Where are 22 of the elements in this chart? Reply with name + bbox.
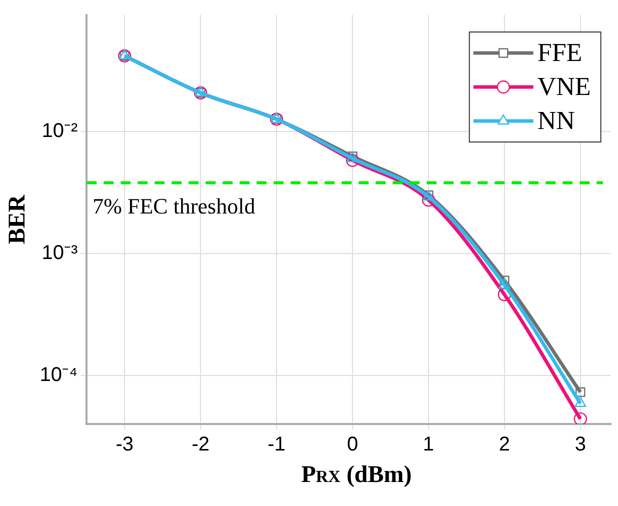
y-axis-title: BER	[4, 194, 31, 244]
x-tick-label: -1	[268, 434, 286, 456]
legend-label: FFE	[537, 38, 582, 67]
point	[498, 278, 510, 289]
point	[500, 276, 510, 286]
x-tick-label: -2	[192, 434, 210, 456]
point	[576, 387, 586, 397]
x-tick-label: 3	[574, 434, 586, 456]
legend-label: VNE	[537, 72, 591, 101]
ref-line-label: 7% FEC threshold	[92, 193, 256, 218]
legend-label: NN	[537, 106, 576, 135]
y-tick-label: 10⁻³	[42, 242, 78, 264]
x-tick-label: 0	[346, 434, 358, 456]
point	[422, 193, 436, 207]
x-tick-label: 2	[498, 434, 510, 456]
point	[574, 412, 588, 424]
point	[574, 396, 586, 408]
x-tick-label: -3	[116, 434, 134, 456]
y-tick-label: 10⁻⁴	[40, 364, 78, 386]
y-tick-label: 10⁻²	[42, 120, 78, 142]
x-tick-label: 1	[422, 434, 434, 456]
point	[346, 154, 360, 167]
